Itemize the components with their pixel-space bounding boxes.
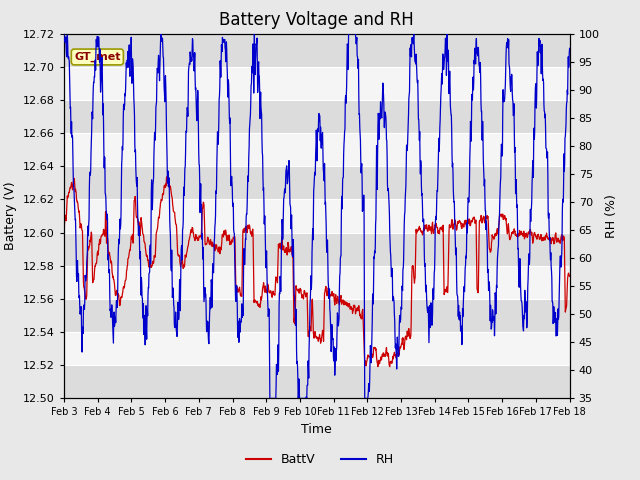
Bar	[64, 299, 570, 332]
Bar	[64, 332, 570, 365]
Bar	[64, 34, 570, 67]
Y-axis label: RH (%): RH (%)	[605, 194, 618, 238]
Bar	[64, 199, 570, 233]
Bar	[64, 67, 570, 100]
Legend: BattV, RH: BattV, RH	[241, 448, 399, 471]
Bar	[64, 266, 570, 299]
Bar	[64, 133, 570, 166]
Title: Battery Voltage and RH: Battery Voltage and RH	[220, 11, 414, 29]
Bar	[64, 166, 570, 199]
Bar	[64, 233, 570, 266]
X-axis label: Time: Time	[301, 423, 332, 436]
Bar	[64, 100, 570, 133]
Bar	[64, 365, 570, 398]
Y-axis label: Battery (V): Battery (V)	[4, 182, 17, 250]
Text: GT_met: GT_met	[74, 52, 120, 62]
